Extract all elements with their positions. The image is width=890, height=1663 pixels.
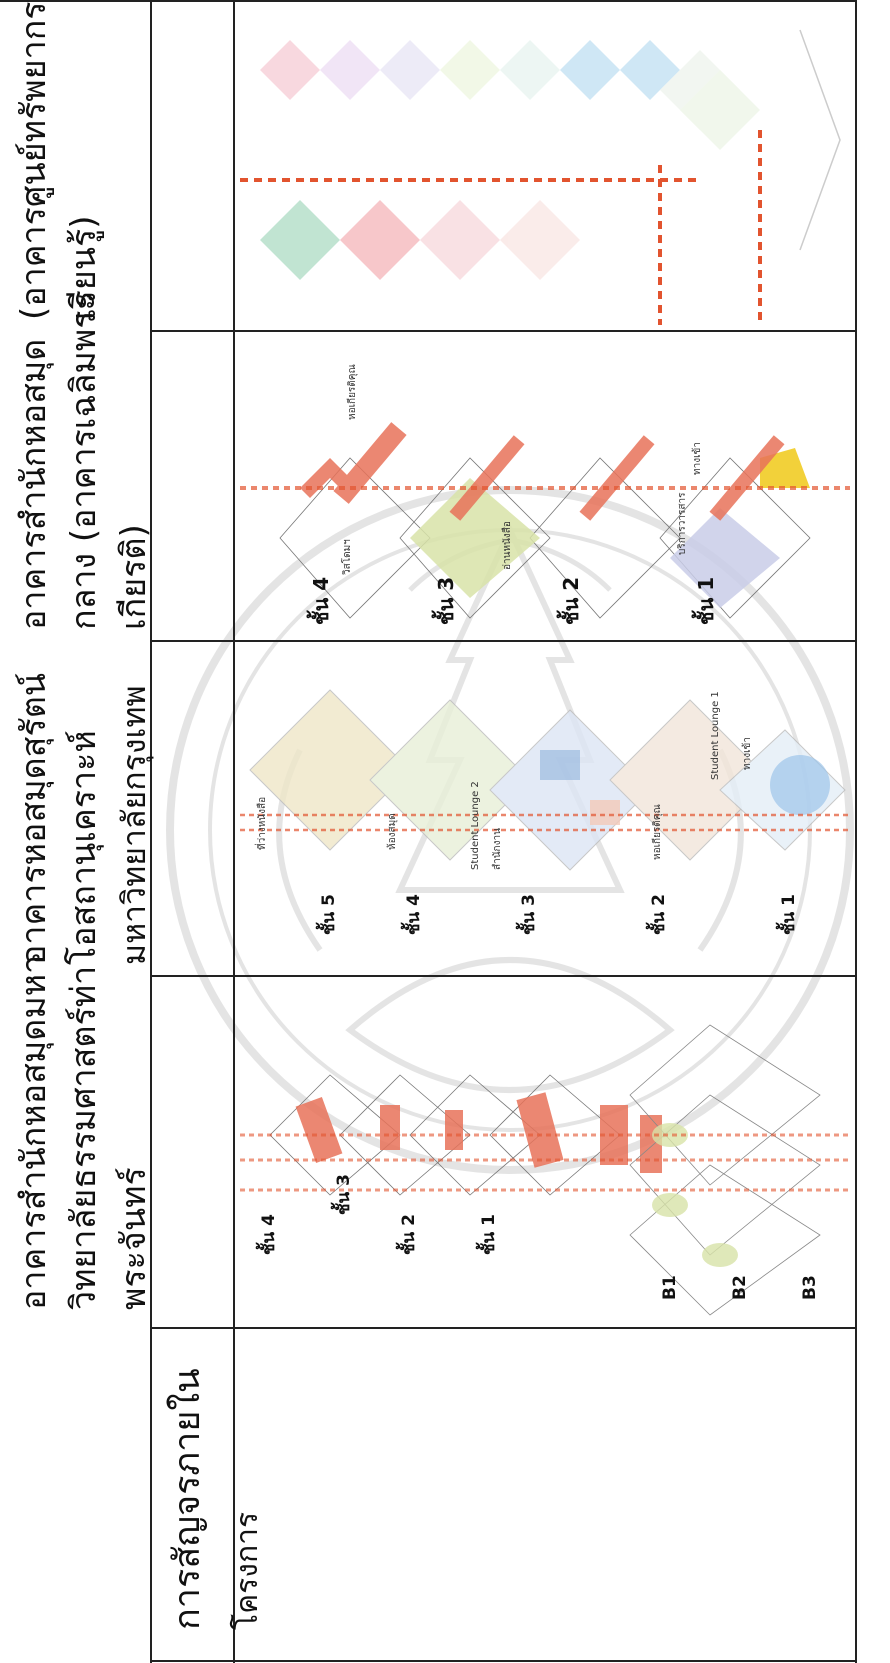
- row-divider-1: [150, 1327, 855, 1329]
- col4-floor-diagram: [240, 29, 841, 325]
- col1-title-line2: วิทยาลัยธรรมศาสตร์ท่า: [64, 965, 104, 1310]
- col3-title-line1: อาคารสำนักหอสมุด: [14, 338, 54, 630]
- col2-floor-label-2: ชั้น 2: [649, 894, 669, 935]
- col3-title-line2: กลาง (อาคารเฉลิมพระ: [64, 292, 104, 630]
- col2-floor-label-4: ชั้น 4: [404, 894, 424, 935]
- col3-floor-label-2: ชั้น 2: [559, 576, 583, 625]
- table-border-right: [855, 0, 857, 1663]
- col2-zone-label: ที่ว่างหนังสือ: [257, 796, 268, 850]
- col2-zone-label: Student Lounge 1: [710, 691, 721, 780]
- table-border-top: [0, 0, 855, 2]
- col3-zone-label: หอเกียรติคุณ: [347, 364, 358, 420]
- col3-floor-label-4: ชั้น 4: [309, 576, 333, 625]
- col3-zone-label: วิสโดมฯ: [342, 539, 353, 575]
- col1-floor-label-2: ชั้น 2: [399, 1214, 419, 1255]
- table-border-bottom: [150, 1660, 855, 1662]
- col1-floor-label-3: ชั้น 3: [334, 1174, 354, 1215]
- col2-zone-label: ห้องสมุด: [387, 813, 398, 850]
- col3-zone-label: อ่านหนังสือ: [502, 521, 513, 570]
- col1-title-line1: อาคารสำนักหอสมุดมหา: [14, 954, 54, 1310]
- col1-floor-label-b2: B2: [730, 1275, 750, 1300]
- col3-zone-label: บริการวารสาร: [677, 492, 688, 555]
- col1-title-line3: พระจันทร์: [114, 1167, 154, 1310]
- row-label-line2: โครงการ: [230, 1511, 265, 1630]
- row-divider-4: [150, 330, 855, 332]
- row-divider-2: [150, 975, 855, 977]
- col2-zone-label: ทางเข้า: [742, 737, 753, 770]
- col1-floor-label-4: ชั้น 4: [259, 1214, 279, 1255]
- col1-floor-label-b3: B3: [800, 1275, 820, 1300]
- col3-floor-diagram: [240, 422, 850, 619]
- col2-zone-label: หอเกียรติคุณ: [652, 804, 663, 860]
- row-divider-3: [150, 640, 855, 642]
- col3-floor-label-1: ชั้น 1: [694, 576, 718, 625]
- col3-zone-label: ทางเข้า: [692, 442, 703, 475]
- col1-floor-label-1: ชั้น 1: [479, 1214, 499, 1255]
- col2-floor-label-1: ชั้น 1: [779, 894, 799, 935]
- col1-floor-label-b1: B1: [660, 1275, 680, 1300]
- col4-title-line1: (อาคารศูนย์ทรัพยากรการ: [14, 0, 54, 320]
- column-divider-title: [150, 0, 152, 1663]
- col2-title-line2: โอสถานุเคราะห์: [64, 730, 104, 965]
- col2-title-line1: อาคารหอสมุดสุรัตน์: [14, 672, 54, 965]
- col2-floor-label-3: ชั้น 3: [519, 894, 539, 935]
- col2-zone-label: Student Lounge 2: [470, 781, 481, 870]
- col2-title-line3: มหาวิทยาลัยกรุงเทพ: [115, 685, 153, 965]
- col3-floor-label-3: ชั้น 3: [434, 576, 458, 625]
- row-label-line1: การสัญจรภายใน: [167, 1368, 208, 1630]
- col2-zone-label: สำนักงาน: [492, 828, 503, 870]
- col3-title-line3: เกียรติ): [114, 524, 154, 630]
- col2-floor-label-5: ชั้น 5: [319, 894, 339, 935]
- col4-title-line2: เรียนรู้): [64, 215, 104, 320]
- col1-floor-diagram: [240, 1024, 850, 1316]
- header-divider: [233, 0, 235, 1663]
- col2-floor-diagram: [240, 689, 850, 871]
